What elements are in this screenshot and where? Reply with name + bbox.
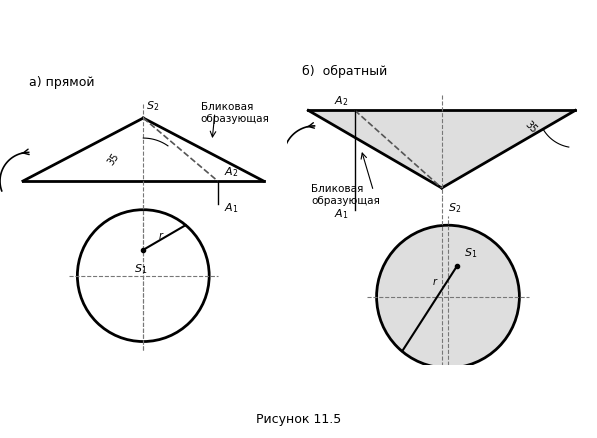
Polygon shape	[308, 111, 576, 188]
Text: $S_2$: $S_2$	[146, 99, 159, 113]
Text: $A_2$: $A_2$	[223, 165, 238, 179]
Text: $S_1$: $S_1$	[463, 246, 477, 260]
Text: $S_1$: $S_1$	[134, 261, 147, 276]
Text: 35: 35	[522, 119, 538, 135]
Text: $r$: $r$	[432, 276, 439, 286]
Text: $A_2$: $A_2$	[334, 94, 349, 108]
Text: $A_1$: $A_1$	[223, 201, 238, 214]
Text: 35: 35	[106, 151, 121, 166]
Text: $A_1$: $A_1$	[334, 206, 349, 220]
Text: $r$: $r$	[158, 230, 164, 241]
Circle shape	[377, 226, 519, 368]
Text: а) прямой: а) прямой	[29, 76, 94, 89]
Text: Бликовая
образующая: Бликовая образующая	[312, 184, 380, 206]
Text: Рисунок 11.5: Рисунок 11.5	[256, 412, 341, 425]
Text: $S_2$: $S_2$	[448, 201, 461, 215]
Text: б)  обратный: б) обратный	[302, 65, 387, 78]
Text: Бликовая
образующая: Бликовая образующая	[201, 102, 269, 124]
